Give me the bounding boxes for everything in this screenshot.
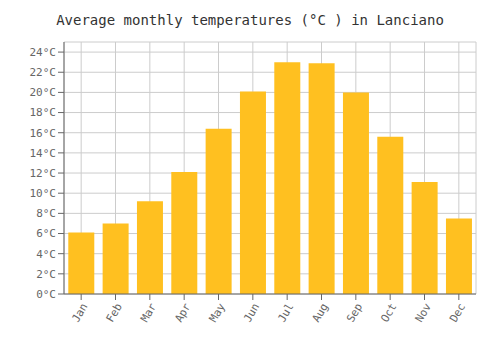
svg-text:Mar: Mar [138, 301, 159, 325]
svg-text:Jan: Jan [69, 301, 90, 325]
svg-text:12°C: 12°C [30, 167, 57, 180]
svg-text:4°C: 4°C [36, 248, 56, 261]
svg-text:May: May [207, 301, 228, 325]
svg-text:Sep: Sep [344, 301, 365, 325]
svg-text:14°C: 14°C [30, 147, 57, 160]
svg-text:0°C: 0°C [36, 288, 56, 301]
svg-text:22°C: 22°C [30, 66, 57, 79]
svg-text:Aug: Aug [310, 301, 331, 325]
svg-text:16°C: 16°C [30, 127, 57, 140]
svg-text:Feb: Feb [104, 301, 125, 325]
svg-text:Apr: Apr [172, 301, 193, 325]
svg-text:24°C: 24°C [30, 46, 57, 59]
svg-text:Nov: Nov [413, 301, 434, 325]
svg-text:20°C: 20°C [30, 86, 57, 99]
svg-text:Oct: Oct [378, 301, 399, 325]
svg-text:Jul: Jul [275, 301, 296, 325]
svg-text:10°C: 10°C [30, 187, 57, 200]
svg-text:2°C: 2°C [36, 268, 56, 281]
svg-text:Dec: Dec [447, 301, 468, 325]
svg-text:Jun: Jun [241, 301, 262, 325]
svg-text:8°C: 8°C [36, 207, 56, 220]
svg-text:6°C: 6°C [36, 227, 56, 240]
html-text:Average monthly temperatures (: Average monthly temperatures (°C ) in La… [56, 12, 444, 28]
svg-text:18°C: 18°C [30, 106, 57, 119]
